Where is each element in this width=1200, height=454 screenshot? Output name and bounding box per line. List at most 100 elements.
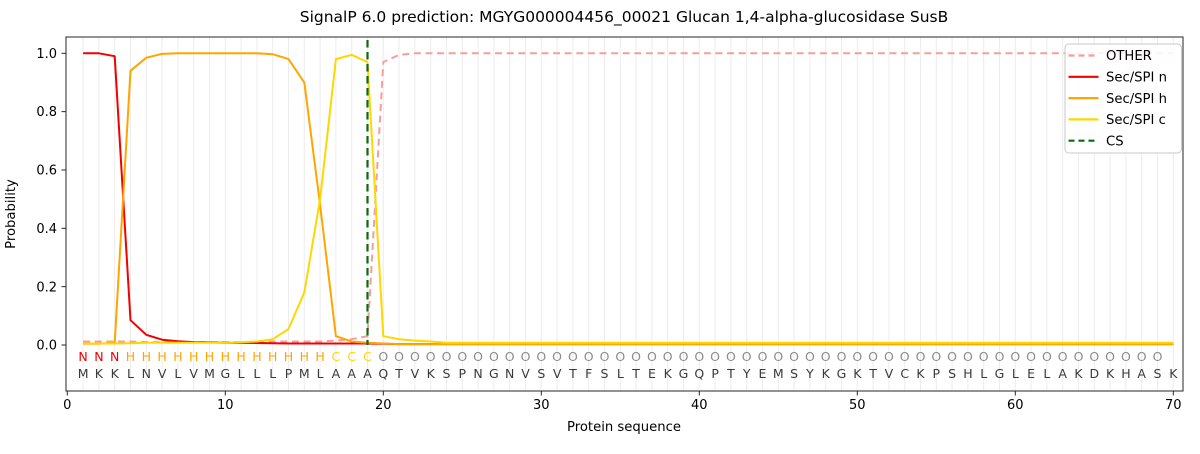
region-label: O <box>742 349 752 364</box>
region-label: O <box>789 349 799 364</box>
sequence-letter: L <box>980 366 987 381</box>
y-tick-label: 0.2 <box>36 280 57 295</box>
y-tick-label: 0.6 <box>36 164 57 179</box>
curve-sec-spi-h <box>83 52 1174 346</box>
sequence-letter: A <box>1058 366 1067 381</box>
sequence-letter: S <box>601 366 609 381</box>
sequence-letter: A <box>1137 366 1146 381</box>
region-label: O <box>868 349 878 364</box>
sequence-letter: V <box>521 366 530 381</box>
grid-layer <box>82 37 1174 391</box>
sequence-letter: A <box>332 366 341 381</box>
sequence-letter: A <box>363 366 372 381</box>
region-label: H <box>236 349 245 364</box>
x-axis-label: Protein sequence <box>567 420 681 435</box>
sequence-letter: N <box>142 366 151 381</box>
sequence-letter: T <box>726 366 735 381</box>
sequence-letter: H <box>963 366 972 381</box>
region-label: O <box>1121 349 1131 364</box>
sequence-letter: P <box>933 366 941 381</box>
region-label: O <box>694 349 704 364</box>
x-tick-label: 10 <box>217 398 234 413</box>
region-label: H <box>315 349 324 364</box>
legend-box <box>1064 43 1182 154</box>
region-label: O <box>426 349 436 364</box>
sequence-letter: M <box>204 366 215 381</box>
region-label: O <box>726 349 736 364</box>
sequence-letter: E <box>648 366 656 381</box>
region-label: O <box>568 349 578 364</box>
region-label: O <box>378 349 388 364</box>
sequence-letter: L <box>617 366 624 381</box>
region-label: O <box>552 349 562 364</box>
sequence-letter: K <box>427 366 436 381</box>
region-label: O <box>521 349 531 364</box>
sequence-letter: S <box>443 366 451 381</box>
region-label: O <box>900 349 910 364</box>
sequence-letter: E <box>759 366 767 381</box>
legend-item-label: Sec/SPI h <box>1106 92 1167 107</box>
region-label: O <box>505 349 515 364</box>
sequence-letter: K <box>1074 366 1083 381</box>
tick-layer: 0 10 20 30 40 50 60 70 0.0 0.2 0.4 0.6 0.8 1.0 <box>36 47 1181 413</box>
region-label: O <box>979 349 989 364</box>
plot-border <box>65 36 1184 392</box>
x-tick-label: 60 <box>1007 398 1024 413</box>
y-tick-label: 1.0 <box>36 47 57 62</box>
sequence-letter: N <box>473 366 482 381</box>
region-label: O <box>647 349 657 364</box>
x-tick-label: 70 <box>1165 398 1182 413</box>
legend-item-label: OTHER <box>1106 49 1152 64</box>
sequence-letter: Y <box>805 366 814 381</box>
sequence-letter: D <box>1089 366 1099 381</box>
region-label: O <box>1058 349 1068 364</box>
sequence-letter: P <box>459 366 467 381</box>
sequence-letter: G <box>489 366 499 381</box>
sequence-letter: V <box>158 366 167 381</box>
sequence-letter: V <box>885 366 894 381</box>
sequence-letter: T <box>568 366 577 381</box>
sequence-letter: E <box>1027 366 1035 381</box>
sequence-letter: V <box>411 366 420 381</box>
y-tick-label: 0.0 <box>36 339 57 354</box>
sequence-letter: S <box>537 366 545 381</box>
region-label: O <box>457 349 467 364</box>
region-label: O <box>410 349 420 364</box>
region-label: O <box>884 349 894 364</box>
region-label: O <box>837 349 847 364</box>
region-label: N <box>110 349 119 364</box>
sequence-letter: K <box>853 366 862 381</box>
region-label: O <box>473 349 483 364</box>
y-tick-label: 0.8 <box>36 105 57 120</box>
sequence-letter: K <box>1169 366 1178 381</box>
legend-item-label: CS <box>1106 134 1124 149</box>
legend: OTHER Sec/SPI n Sec/SPI h Sec/SPI c CS <box>1064 43 1182 154</box>
sequence-letter: G <box>837 366 847 381</box>
legend-item-label: Sec/SPI n <box>1106 71 1167 86</box>
y-axis-label: Probability <box>4 179 19 249</box>
region-label: H <box>189 349 198 364</box>
region-label: O <box>615 349 625 364</box>
region-label: H <box>252 349 261 364</box>
sequence-letter: K <box>95 366 104 381</box>
region-label: C <box>332 349 341 364</box>
sequence-letter: P <box>711 366 719 381</box>
region-label: O <box>679 349 689 364</box>
region-label: O <box>821 349 831 364</box>
sequence-letter: P <box>285 366 293 381</box>
region-label: O <box>852 349 862 364</box>
curve-sec-spi-c <box>83 53 1174 345</box>
region-label: H <box>205 349 214 364</box>
sequence-letter: Q <box>694 366 704 381</box>
sequence-letter: H <box>1121 366 1130 381</box>
sequence-letter: Y <box>742 366 751 381</box>
y-tick-label: 0.4 <box>36 222 57 237</box>
region-label: O <box>536 349 546 364</box>
sequence-letter: L <box>269 366 276 381</box>
region-label: O <box>442 349 452 364</box>
curve-sec-spi-n <box>83 52 1174 346</box>
x-tick-label: 0 <box>63 398 71 413</box>
sequence-letter: V <box>553 366 562 381</box>
sequence-letter: Q <box>378 366 388 381</box>
